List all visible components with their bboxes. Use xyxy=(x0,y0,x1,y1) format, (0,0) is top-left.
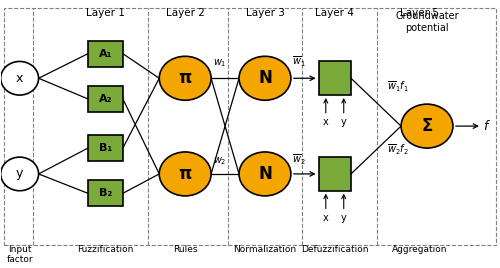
Text: N: N xyxy=(258,165,272,183)
Ellipse shape xyxy=(239,56,291,100)
Ellipse shape xyxy=(0,61,38,95)
Text: $\overline{w}_2 f_2$: $\overline{w}_2 f_2$ xyxy=(387,143,409,157)
Ellipse shape xyxy=(0,157,38,191)
Bar xyxy=(88,135,123,161)
Text: x: x xyxy=(16,72,24,85)
Text: A₂: A₂ xyxy=(98,94,112,104)
Text: Layer 2: Layer 2 xyxy=(166,9,204,18)
Text: x: x xyxy=(323,213,328,223)
Text: π: π xyxy=(178,69,192,87)
Text: Layer 3: Layer 3 xyxy=(246,9,284,18)
Text: B₁: B₁ xyxy=(99,143,112,153)
Text: f: f xyxy=(484,120,488,133)
Text: y: y xyxy=(341,117,346,127)
Text: Normalization: Normalization xyxy=(234,245,296,254)
Text: Aggregation: Aggregation xyxy=(392,245,448,254)
Text: N: N xyxy=(258,69,272,87)
Bar xyxy=(88,41,123,67)
Bar xyxy=(318,61,351,95)
Text: Σ: Σ xyxy=(422,117,432,135)
Bar xyxy=(88,180,123,206)
Text: $w_1$: $w_1$ xyxy=(212,57,226,69)
Text: $\overline{w}_2$: $\overline{w}_2$ xyxy=(292,153,306,168)
Text: $\overline{w}_1$: $\overline{w}_1$ xyxy=(292,55,306,69)
Text: Layer 1: Layer 1 xyxy=(86,9,125,18)
Text: Rules: Rules xyxy=(173,245,198,254)
Text: y: y xyxy=(16,168,24,180)
Text: Layer 5: Layer 5 xyxy=(400,9,439,18)
Ellipse shape xyxy=(160,152,211,196)
Text: y: y xyxy=(341,213,346,223)
Ellipse shape xyxy=(401,104,453,148)
Text: Groundwater
potential: Groundwater potential xyxy=(395,11,459,33)
Text: $\overline{w}_1 f_1$: $\overline{w}_1 f_1$ xyxy=(387,80,409,94)
Text: Fuzzification: Fuzzification xyxy=(77,245,134,254)
Text: $w_2$: $w_2$ xyxy=(212,156,226,168)
Bar xyxy=(88,86,123,112)
Text: x: x xyxy=(323,117,328,127)
Text: Defuzzification: Defuzzification xyxy=(301,245,368,254)
Text: Layer 4: Layer 4 xyxy=(316,9,354,18)
Text: A₁: A₁ xyxy=(98,49,112,59)
Text: B₂: B₂ xyxy=(99,188,112,198)
Text: Input
factor: Input factor xyxy=(6,245,33,265)
Ellipse shape xyxy=(239,152,291,196)
Ellipse shape xyxy=(160,56,211,100)
Bar xyxy=(318,157,351,191)
Text: π: π xyxy=(178,165,192,183)
